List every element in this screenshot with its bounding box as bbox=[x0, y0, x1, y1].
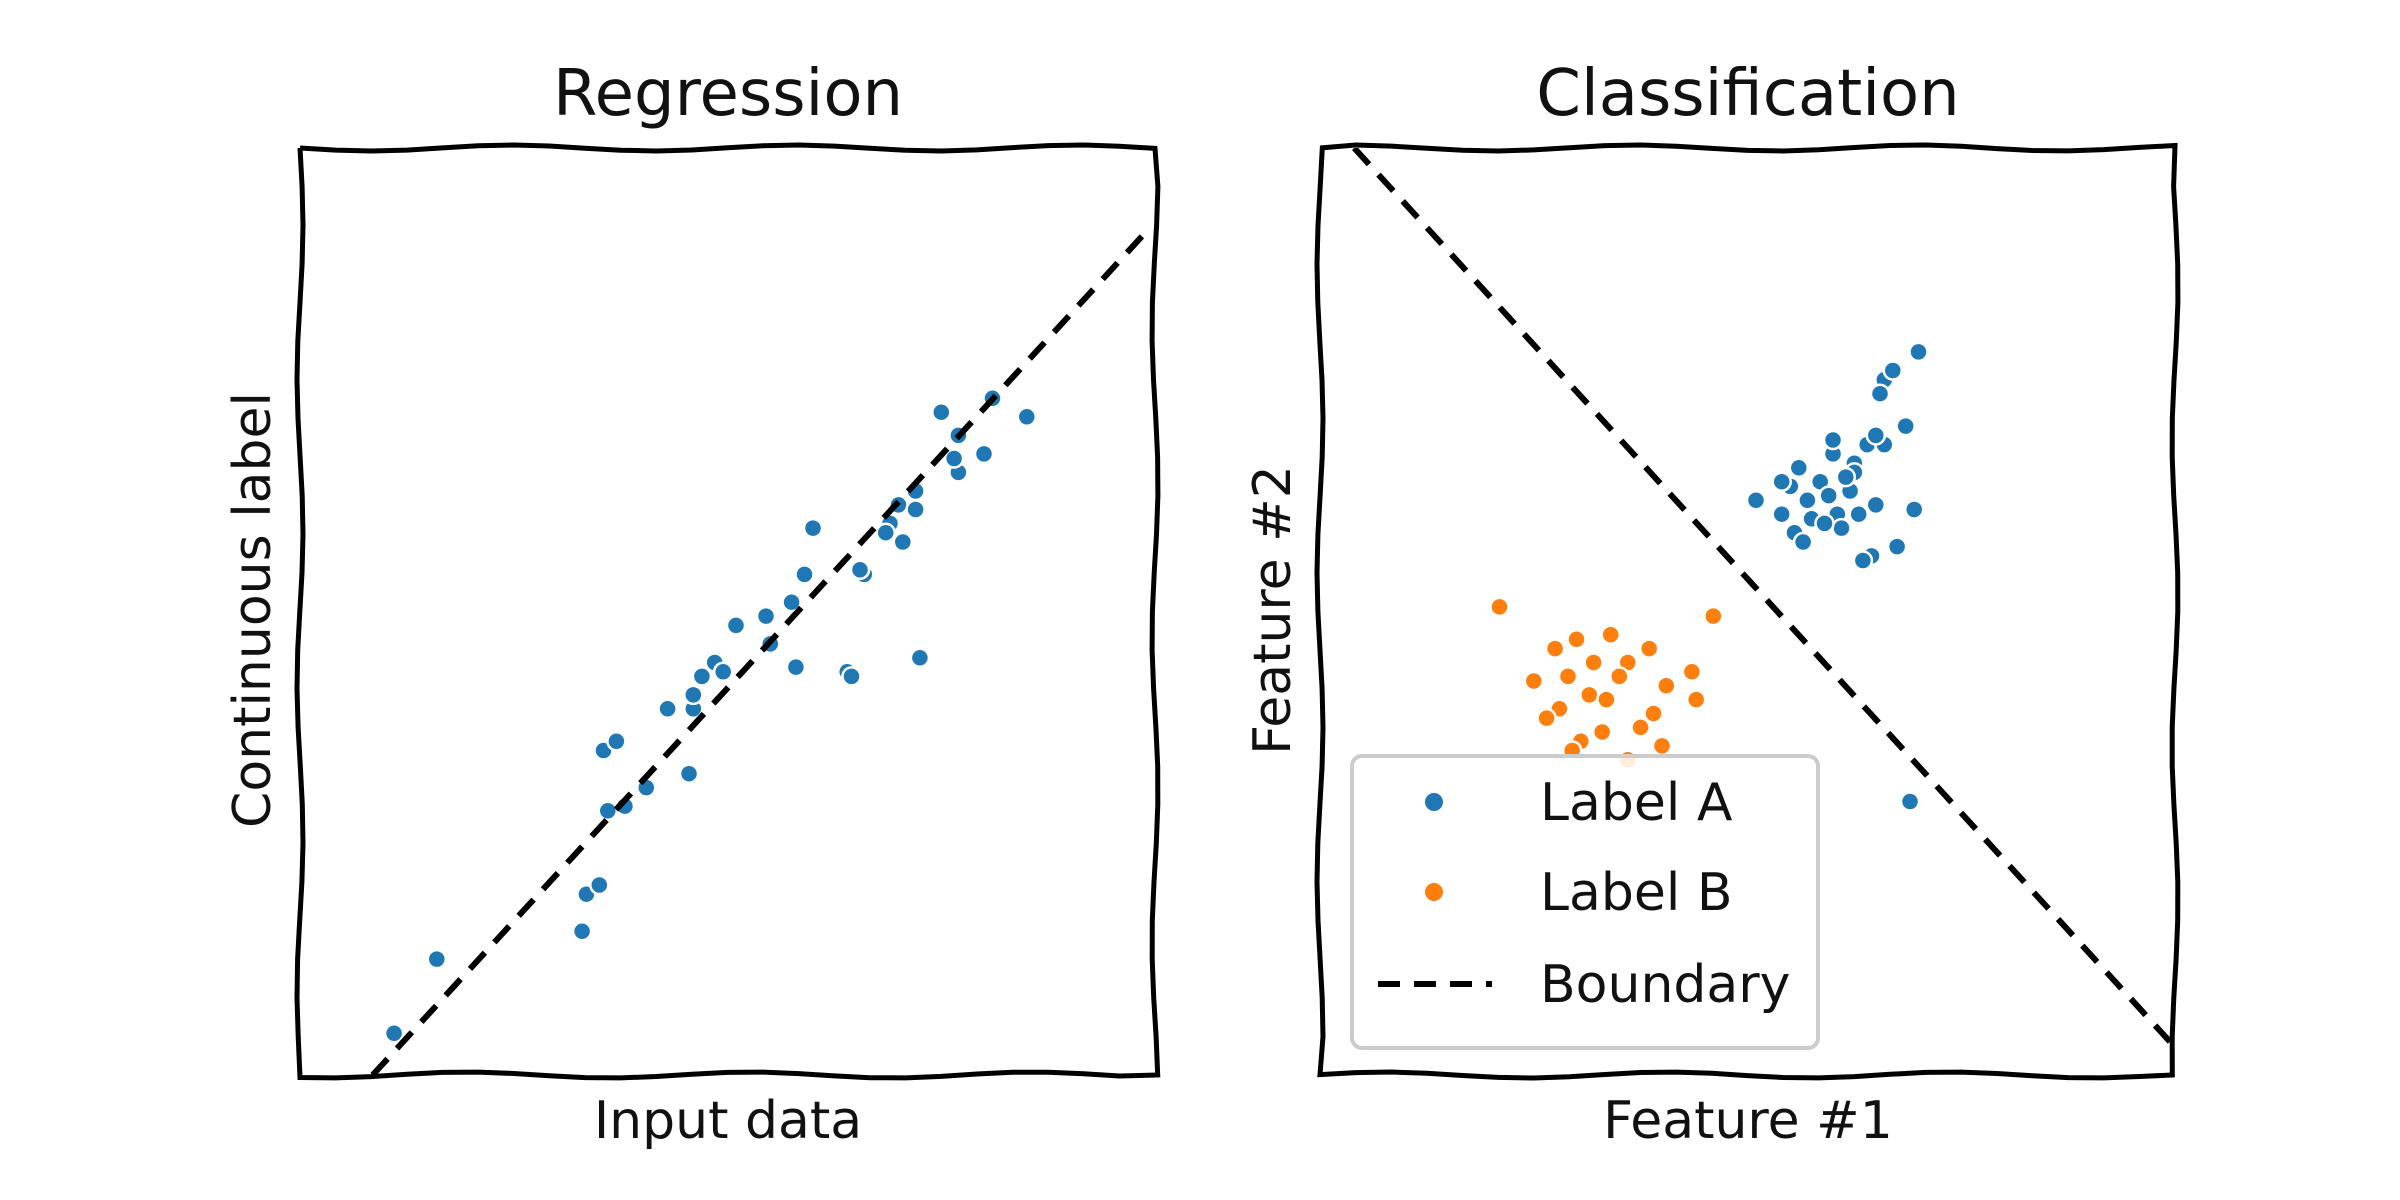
regression-point-data bbox=[589, 874, 610, 896]
classification-point-label-b bbox=[1489, 596, 1510, 618]
classification-y-axis-label: Feature #2 bbox=[1243, 465, 1303, 755]
legend-box bbox=[1350, 754, 1820, 1050]
classification-point-label-a bbox=[1852, 550, 1874, 571]
regression-point-data bbox=[905, 499, 926, 520]
legend-marker-label-a bbox=[1425, 793, 1443, 811]
regression-point-data bbox=[849, 559, 871, 581]
classification-point-label-b bbox=[1591, 721, 1613, 743]
classification-point-label-b bbox=[1596, 689, 1617, 710]
classification-point-label-a bbox=[1797, 490, 1818, 511]
classification-point-label-a bbox=[1903, 499, 1925, 520]
regression-point-data bbox=[794, 564, 815, 585]
regression-point-data bbox=[781, 591, 802, 613]
classification-point-label-a bbox=[1831, 517, 1852, 539]
classification-point-label-b bbox=[1583, 652, 1604, 673]
regression-point-data bbox=[802, 517, 824, 539]
classification-point-label-a bbox=[1771, 503, 1792, 525]
legend-label-a: Label A bbox=[1540, 773, 1733, 833]
regression-point-data bbox=[657, 698, 678, 720]
classification-point-label-a bbox=[1792, 531, 1814, 553]
classification-point-label-b bbox=[1703, 605, 1724, 627]
classification-point-label-b bbox=[1536, 707, 1557, 729]
classification-point-label-a bbox=[1835, 466, 1857, 488]
classification-point-label-b bbox=[1609, 666, 1630, 687]
classification-point-label-a bbox=[1822, 429, 1844, 451]
regression-point-data bbox=[755, 605, 777, 627]
regression-point-data bbox=[875, 522, 896, 543]
classification-point-label-a bbox=[1788, 457, 1810, 479]
classification-point-label-a bbox=[1899, 791, 1921, 812]
classification-point-label-a bbox=[1908, 341, 1929, 363]
classification-point-label-a bbox=[1745, 490, 1767, 511]
classification-point-label-b bbox=[1685, 689, 1707, 710]
regression-title: Regression bbox=[553, 57, 903, 131]
regression-point-data bbox=[571, 921, 593, 942]
classification-point-label-a bbox=[1869, 383, 1891, 404]
classification-point-label-a bbox=[1865, 425, 1887, 446]
regression-point-data bbox=[712, 661, 734, 683]
regression-point-data bbox=[426, 948, 448, 970]
regression-panel: Regression Continuous label Input data bbox=[223, 57, 1161, 1151]
regression-plot-area bbox=[370, 229, 1149, 1075]
classification-point-label-a bbox=[1865, 494, 1887, 516]
classification-point-label-a bbox=[1895, 415, 1916, 437]
regression-point-data bbox=[606, 731, 627, 752]
classification-point-label-b bbox=[1523, 670, 1545, 692]
classification-point-label-b bbox=[1656, 675, 1677, 696]
regression-point-data bbox=[892, 531, 914, 553]
regression-boundary-line bbox=[370, 229, 1149, 1075]
classification-point-label-b bbox=[1681, 661, 1703, 683]
regression-point-data bbox=[683, 684, 704, 706]
classification-point-label-a bbox=[1814, 513, 1835, 534]
regression-point-data bbox=[691, 666, 713, 687]
legend-label-b: Label B bbox=[1540, 863, 1733, 923]
regression-axes-frame bbox=[294, 142, 1161, 1081]
legend-marker-label-b bbox=[1425, 883, 1443, 901]
classification-point-label-b bbox=[1600, 624, 1621, 645]
regression-point-data bbox=[931, 401, 952, 423]
regression-point-data bbox=[678, 763, 700, 784]
regression-point-data bbox=[597, 800, 619, 822]
classification-x-axis-label: Feature #1 bbox=[1603, 1091, 1893, 1151]
classification-point-label-a bbox=[1818, 485, 1839, 506]
classification-point-label-a bbox=[1882, 360, 1904, 381]
classification-point-label-a bbox=[1771, 471, 1792, 492]
regression-point-data bbox=[841, 666, 862, 687]
legend-label-boundary: Boundary bbox=[1540, 955, 1790, 1015]
classification-title: Classification bbox=[1536, 57, 1959, 131]
regression-point-data bbox=[383, 1023, 405, 1044]
legend: Label A Label B Boundary bbox=[1350, 754, 1820, 1050]
classification-point-label-b bbox=[1630, 717, 1651, 738]
classification-axes-frame bbox=[1314, 142, 2181, 1081]
classification-point-label-b bbox=[1557, 666, 1579, 687]
regression-point-data bbox=[973, 443, 995, 465]
classification-point-label-b bbox=[1544, 638, 1566, 659]
regression-point-data bbox=[1016, 406, 1038, 428]
regression-point-data bbox=[943, 448, 965, 469]
regression-point-data bbox=[725, 615, 747, 636]
regression-y-axis-label: Continuous label bbox=[223, 392, 283, 828]
classification-point-label-b bbox=[1638, 638, 1660, 659]
classification-point-label-a bbox=[1848, 503, 1869, 525]
classification-panel: Classification Feature #2 Feature #1 Lab… bbox=[1243, 57, 2181, 1151]
classification-boundary-line bbox=[1351, 148, 2175, 1050]
classification-point-label-a bbox=[1886, 536, 1908, 557]
classification-point-label-b bbox=[1651, 735, 1673, 757]
regression-x-axis-label: Input data bbox=[594, 1091, 862, 1151]
regression-point-data bbox=[909, 647, 931, 669]
classification-point-label-b bbox=[1643, 703, 1664, 724]
classification-point-label-b bbox=[1566, 629, 1587, 650]
classification-point-label-b bbox=[1579, 684, 1600, 706]
regression-point-data bbox=[785, 656, 807, 678]
